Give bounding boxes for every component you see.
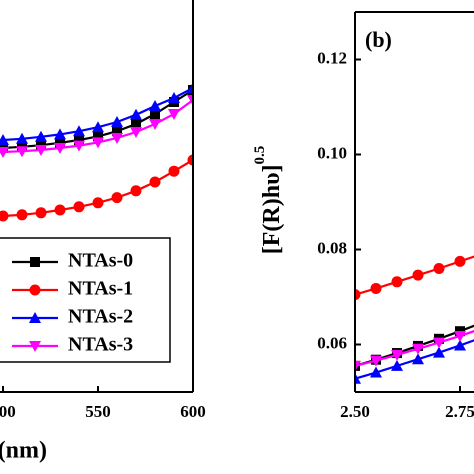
marker — [149, 119, 161, 130]
y-tick-label: 0.12 — [317, 48, 347, 67]
marker — [370, 282, 382, 294]
marker — [187, 154, 193, 166]
marker — [16, 146, 28, 158]
marker — [391, 276, 403, 288]
x-axis-label: Wavelength (nm) — [0, 438, 47, 464]
y-axis-label-main: [F(R)hυ] — [259, 164, 285, 254]
marker — [35, 207, 47, 219]
marker — [433, 346, 445, 358]
y-tick-label: 0.10 — [317, 143, 347, 162]
marker — [168, 92, 180, 103]
marker — [54, 128, 66, 140]
marker — [130, 127, 142, 138]
marker — [16, 209, 28, 221]
marker — [111, 192, 123, 204]
y-tick-label: 0.08 — [317, 238, 347, 257]
marker — [54, 143, 66, 154]
legend-label: NTAs-3 — [68, 334, 133, 356]
marker — [0, 210, 9, 222]
marker — [187, 95, 193, 106]
y-axis-label: [F(R)hυ]0.5 — [252, 146, 284, 255]
marker — [370, 366, 382, 378]
marker — [112, 126, 122, 137]
marker — [93, 131, 103, 142]
marker — [73, 201, 85, 213]
marker — [168, 165, 180, 177]
marker — [130, 108, 142, 120]
marker — [73, 140, 85, 152]
x-tick-label: 2.50 — [340, 402, 370, 421]
marker — [412, 343, 424, 355]
marker — [111, 133, 123, 144]
marker — [187, 82, 193, 93]
panel-label: (b) — [365, 27, 392, 52]
marker — [111, 116, 123, 127]
legend-box — [0, 237, 171, 363]
legend: NTAs-0 NTAs-1 NTAs-2 NTAs-3 — [0, 237, 171, 363]
marker — [454, 330, 466, 342]
marker — [412, 269, 424, 281]
marker — [370, 355, 382, 367]
x-tick-label: 500 — [0, 402, 16, 421]
marker — [391, 349, 403, 361]
marker — [30, 257, 40, 267]
x-tick-label: 600 — [180, 402, 206, 421]
marker — [433, 263, 445, 274]
marker — [35, 145, 47, 156]
marker — [54, 204, 66, 216]
marker — [73, 125, 85, 137]
marker — [0, 134, 9, 145]
marker — [355, 360, 361, 372]
marker — [92, 121, 104, 133]
marker — [130, 185, 142, 197]
y-axis-label-superscript: 0.5 — [252, 146, 268, 165]
plot-area — [0, 82, 193, 222]
marker — [149, 176, 161, 188]
marker — [92, 197, 104, 209]
marker — [55, 137, 65, 148]
marker — [29, 284, 41, 296]
legend-label: NTAs-1 — [68, 278, 133, 300]
marker — [29, 312, 41, 323]
marker — [16, 132, 28, 144]
marker — [149, 100, 161, 111]
marker — [131, 119, 141, 129]
marker — [391, 359, 403, 371]
marker — [454, 339, 466, 351]
marker — [35, 130, 47, 142]
marker — [168, 109, 180, 120]
marker — [150, 109, 160, 119]
y-tick-label: 0.06 — [317, 333, 347, 352]
marker — [355, 372, 361, 384]
x-tick-label: 2.75 — [445, 402, 474, 421]
marker — [0, 147, 9, 158]
marker — [355, 289, 361, 301]
marker — [74, 135, 84, 145]
marker — [412, 353, 424, 365]
marker — [433, 337, 445, 349]
legend-label: NTAs-0 — [68, 250, 133, 272]
plot-area — [355, 255, 474, 384]
legend-label: NTAs-2 — [68, 306, 133, 328]
x-tick-label: 550 — [85, 402, 111, 421]
marker — [29, 341, 41, 352]
marker — [92, 137, 104, 149]
marker — [454, 255, 466, 267]
